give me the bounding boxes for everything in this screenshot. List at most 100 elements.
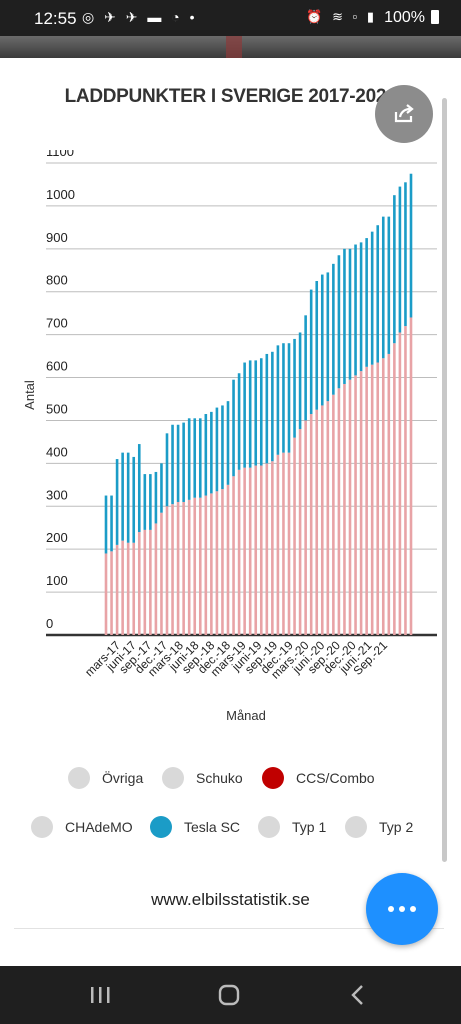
bar-ccs-combo	[126, 542, 130, 635]
legend-dot	[262, 767, 284, 789]
bar-ccs-combo	[343, 383, 346, 635]
bar-ccs-combo	[232, 476, 235, 635]
legend-item-typ1[interactable]: Typ 1	[258, 816, 326, 838]
navigation-bar	[0, 966, 461, 1024]
y-tick-label: 300	[46, 487, 68, 502]
share-icon	[394, 104, 414, 123]
scrollbar[interactable]	[442, 98, 447, 862]
home-icon	[218, 984, 240, 1006]
bar-ccs-combo	[282, 452, 285, 635]
bar-tesla-sc	[243, 362, 246, 468]
bar-tesla-sc	[221, 405, 224, 490]
bar-tesla-sc	[381, 216, 385, 359]
status-bar: 12:55 ◎ ✈ ✈ ▬ ◔ • ⏰ ≋ ▫ ▮ 100%	[0, 0, 461, 36]
bar-ccs-combo	[326, 401, 330, 635]
bar-tesla-sc	[387, 216, 391, 354]
bar-tesla-sc	[115, 459, 119, 545]
bar-tesla-sc	[182, 422, 185, 502]
bar-ccs-combo	[137, 532, 141, 635]
bar-ccs-combo	[381, 358, 385, 635]
bar-ccs-combo	[160, 512, 163, 635]
legend-dot	[68, 767, 90, 789]
bar-ccs-combo	[215, 491, 219, 635]
site-url[interactable]: www.elbilsstatistik.se	[151, 890, 310, 909]
bar-ccs-combo	[132, 542, 136, 635]
bar-ccs-combo	[365, 366, 368, 635]
legend-dot	[31, 816, 53, 838]
bar-tesla-sc	[237, 373, 241, 470]
bar-tesla-sc	[165, 433, 169, 507]
volte-lte1-icon: ▫	[352, 9, 361, 24]
bar-tesla-sc	[332, 263, 335, 395]
bar-tesla-sc	[326, 272, 330, 402]
y-tick-label: 1100	[46, 150, 74, 159]
notification-icons: ◎ ✈ ✈ ▬ ◔ •	[82, 9, 198, 26]
bar-tesla-sc	[337, 255, 341, 389]
bar-tesla-sc	[143, 474, 147, 530]
bar-tesla-sc	[282, 343, 285, 453]
bar-tesla-sc	[171, 424, 174, 505]
legend-dot	[162, 767, 184, 789]
instagram-icon: ◎	[82, 9, 98, 25]
y-tick-label: 400	[46, 444, 68, 459]
y-tick-label: 0	[46, 616, 53, 631]
bar-tesla-sc	[259, 358, 263, 466]
bar-ccs-combo	[320, 405, 324, 635]
y-tick-label: 1000	[46, 187, 75, 202]
bar-ccs-combo	[309, 414, 313, 635]
y-tick-label: 600	[46, 359, 68, 374]
legend-dot	[345, 816, 367, 838]
bar-ccs-combo	[398, 332, 402, 635]
bar-ccs-combo	[243, 467, 246, 635]
more-options-fab[interactable]	[366, 873, 438, 945]
recent-apps-button[interactable]	[70, 966, 130, 1024]
status-time: 12:55	[34, 9, 77, 28]
alarm-icon: ⏰	[306, 9, 326, 24]
bar-ccs-combo	[143, 529, 147, 635]
share-button[interactable]	[375, 85, 433, 143]
y-tick-label: 500	[46, 401, 68, 416]
bar-tesla-sc	[204, 414, 208, 496]
legend-label: Typ 1	[292, 819, 327, 835]
bar-ccs-combo	[193, 497, 197, 635]
wifi-icon: ≋	[332, 9, 346, 24]
bar-ccs-combo	[348, 379, 352, 635]
back-button[interactable]	[328, 966, 388, 1024]
legend-item-ovriga[interactable]: Övriga	[68, 767, 143, 789]
y-tick-label: 100	[46, 573, 68, 588]
bar-tesla-sc	[210, 411, 213, 494]
bar-ccs-combo	[248, 467, 252, 635]
legend-item-typ2[interactable]: Typ 2	[345, 816, 413, 838]
home-button[interactable]	[199, 966, 259, 1024]
bar-ccs-combo	[237, 469, 241, 635]
bar-ccs-combo	[176, 501, 180, 635]
bar-ccs-combo	[259, 465, 263, 635]
legend-item-ccs-combo[interactable]: CCS/Combo	[262, 767, 375, 789]
legend-dot	[150, 816, 172, 838]
legend-item-tesla-sc[interactable]: Tesla SC	[150, 816, 240, 838]
bar-tesla-sc	[271, 351, 274, 462]
bar-tesla-sc	[276, 345, 280, 455]
bar-tesla-sc	[287, 343, 291, 453]
legend-label: Schuko	[196, 770, 243, 786]
bar-ccs-combo	[287, 452, 291, 635]
bar-ccs-combo	[154, 523, 158, 635]
bar-tesla-sc	[154, 471, 158, 524]
bar-tesla-sc	[248, 360, 252, 468]
legend-item-schuko[interactable]: Schuko	[162, 767, 243, 789]
bar-ccs-combo	[110, 551, 113, 635]
bar-tesla-sc	[293, 338, 296, 438]
more-horizontal-icon	[388, 906, 416, 912]
bar-tesla-sc	[320, 274, 324, 406]
legend-item-chademo[interactable]: CHAdeMO	[31, 816, 133, 838]
back-icon	[351, 985, 363, 1005]
bar-tesla-sc	[232, 379, 235, 477]
legend-label: Övriga	[102, 770, 144, 786]
bar-ccs-combo	[149, 529, 152, 635]
bar-tesla-sc	[176, 424, 180, 502]
bar-ccs-combo	[204, 495, 208, 635]
bar-tesla-sc	[160, 463, 163, 513]
bar-tesla-sc	[365, 238, 368, 367]
y-tick-label: 900	[46, 230, 68, 245]
battery-icon	[431, 10, 439, 24]
